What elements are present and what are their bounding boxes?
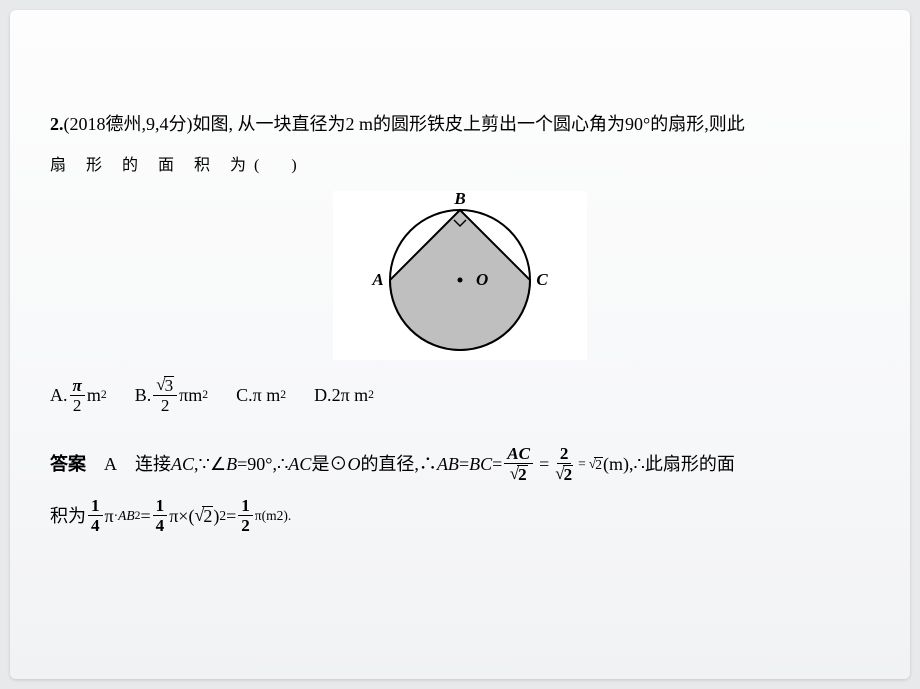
ans-seg-connect: 连接 [135,441,171,488]
ans-seg1-eq: =90°,∴ [237,441,288,488]
option-B: B. √3 2 π m2 [135,376,208,414]
option-B-unit: m [188,381,202,410]
option-B-frac: √3 2 [153,376,177,414]
ans-f14b-num: 1 [153,497,168,516]
label-A: A [371,270,383,289]
option-A-frac: π 2 [70,377,85,414]
ans-AC: AC [171,441,194,488]
figure-svg: B A C O [330,188,590,363]
ans-seg1-diam: 的直径,∴ [360,441,437,488]
ans-frac2: 2 √2 [555,445,573,483]
question-line-2: 扇 形 的 面 积 为 ( ) [50,153,870,179]
ans-eq-small: = [578,446,586,481]
ans-sqrt2b: √2 [194,506,213,525]
ans-B: B [226,441,237,488]
ans-tail2: ). [283,505,291,527]
option-A-den: 2 [73,396,82,414]
option-C-body: π m [253,381,281,410]
question-text-1: 如图, 从一块直径为2 m的圆形铁皮上剪出一个圆心角为90°的扇形,则此 [193,110,745,139]
geometry-figure: B A C O [330,188,590,368]
question-source: (2018德州,9,4分) [64,110,193,139]
option-D-sup: 2 [368,386,374,405]
answer-line-1: 答案 A 连接 AC ,∵∠ B =90°,∴ AC 是⊙ O 的直径,∴ AB… [50,441,870,488]
option-B-num: √3 [153,376,177,396]
ans-f12-num: 1 [238,497,253,516]
ans-f14a-num: 1 [88,497,103,516]
ans-pi2: π [169,502,178,531]
ans-AC2: AC [288,441,311,488]
ans-tail: π(m [255,505,277,527]
ans-line2-pre: 积为 [50,502,86,531]
ans-f14a: 1 4 [88,497,103,534]
label-C: C [536,270,548,289]
option-C-sup: 2 [280,386,286,405]
label-O: O [476,270,488,289]
ans-f14a-den: 4 [91,516,100,534]
ans-f14b: 1 4 [153,497,168,534]
answer-choice: A [104,441,117,488]
question-text-2: 扇 形 的 面 积 为 [50,153,254,179]
option-B-prefix: B. [135,381,152,410]
ans-sup2: 2 [219,505,226,527]
ans-sup3: 2 [277,505,284,527]
ans-f12: 1 2 [238,497,253,534]
option-A-unit: m [87,381,101,410]
question-line-1: 2. (2018德州,9,4分) 如图, 从一块直径为2 m的圆形铁皮上剪出一个… [50,110,870,139]
ans-frac1: AC √2 [504,445,533,483]
ans-seg1-post: ,∵∠ [194,441,226,488]
option-B-sup: 2 [202,386,208,405]
option-A-num: π [70,377,85,396]
ans-seg1-is: 是⊙ [311,441,347,488]
question-number: 2. [50,110,64,139]
option-B-den: 2 [161,396,170,414]
ans-sqrt2: √2 [589,457,603,472]
ans-AB2: AB [118,505,135,527]
ans-frac1-num: AC [504,445,533,464]
ans-BC: BC [469,441,492,488]
option-C-prefix: C. [236,381,253,410]
options-row: A. π 2 m2 B. √3 2 π m2 C. [50,376,870,414]
ans-f12-den: 2 [241,516,250,534]
slide-page: 2. (2018德州,9,4分) 如图, 从一块直径为2 m的圆形铁皮上剪出一个… [10,10,910,679]
ans-f14b-den: 4 [156,516,165,534]
ans-eq5: = [226,502,236,531]
ans-frac2-den: √2 [555,464,573,483]
ans-eq3: = [539,441,549,488]
ans-O: O [347,441,360,488]
option-D: D. 2π m2 [314,381,374,410]
answer-label: 答案 [50,441,86,488]
option-D-body: 2π m [332,381,369,410]
content-area: 2. (2018德州,9,4分) 如图, 从一块直径为2 m的圆形铁皮上剪出一个… [50,110,870,535]
option-C: C. π m2 [236,381,286,410]
ans-eq1: = [459,441,469,488]
label-B: B [453,189,465,208]
ans-unit-m: (m),∴此扇形的面 [603,441,735,488]
option-D-prefix: D. [314,381,332,410]
answer-line-2: 积为 1 4 π · AB 2 = 1 4 π × ( √2 ) 2 = 1 2 [50,497,870,534]
question-paren: ( ) [254,153,297,179]
ans-pi1: π [105,502,114,531]
option-A: A. π 2 m2 [50,377,107,414]
ans-times: × [178,502,188,531]
ans-frac1-den: √2 [510,464,528,483]
ans-AB: AB [437,441,459,488]
ans-eq2: = [492,441,502,488]
figure-container: B A C O [50,188,870,368]
option-B-pi: π [179,381,188,410]
option-A-prefix: A. [50,381,68,410]
option-A-sup: 2 [101,386,107,405]
ans-eq4: = [140,502,150,531]
ans-frac2-num: 2 [557,445,572,464]
